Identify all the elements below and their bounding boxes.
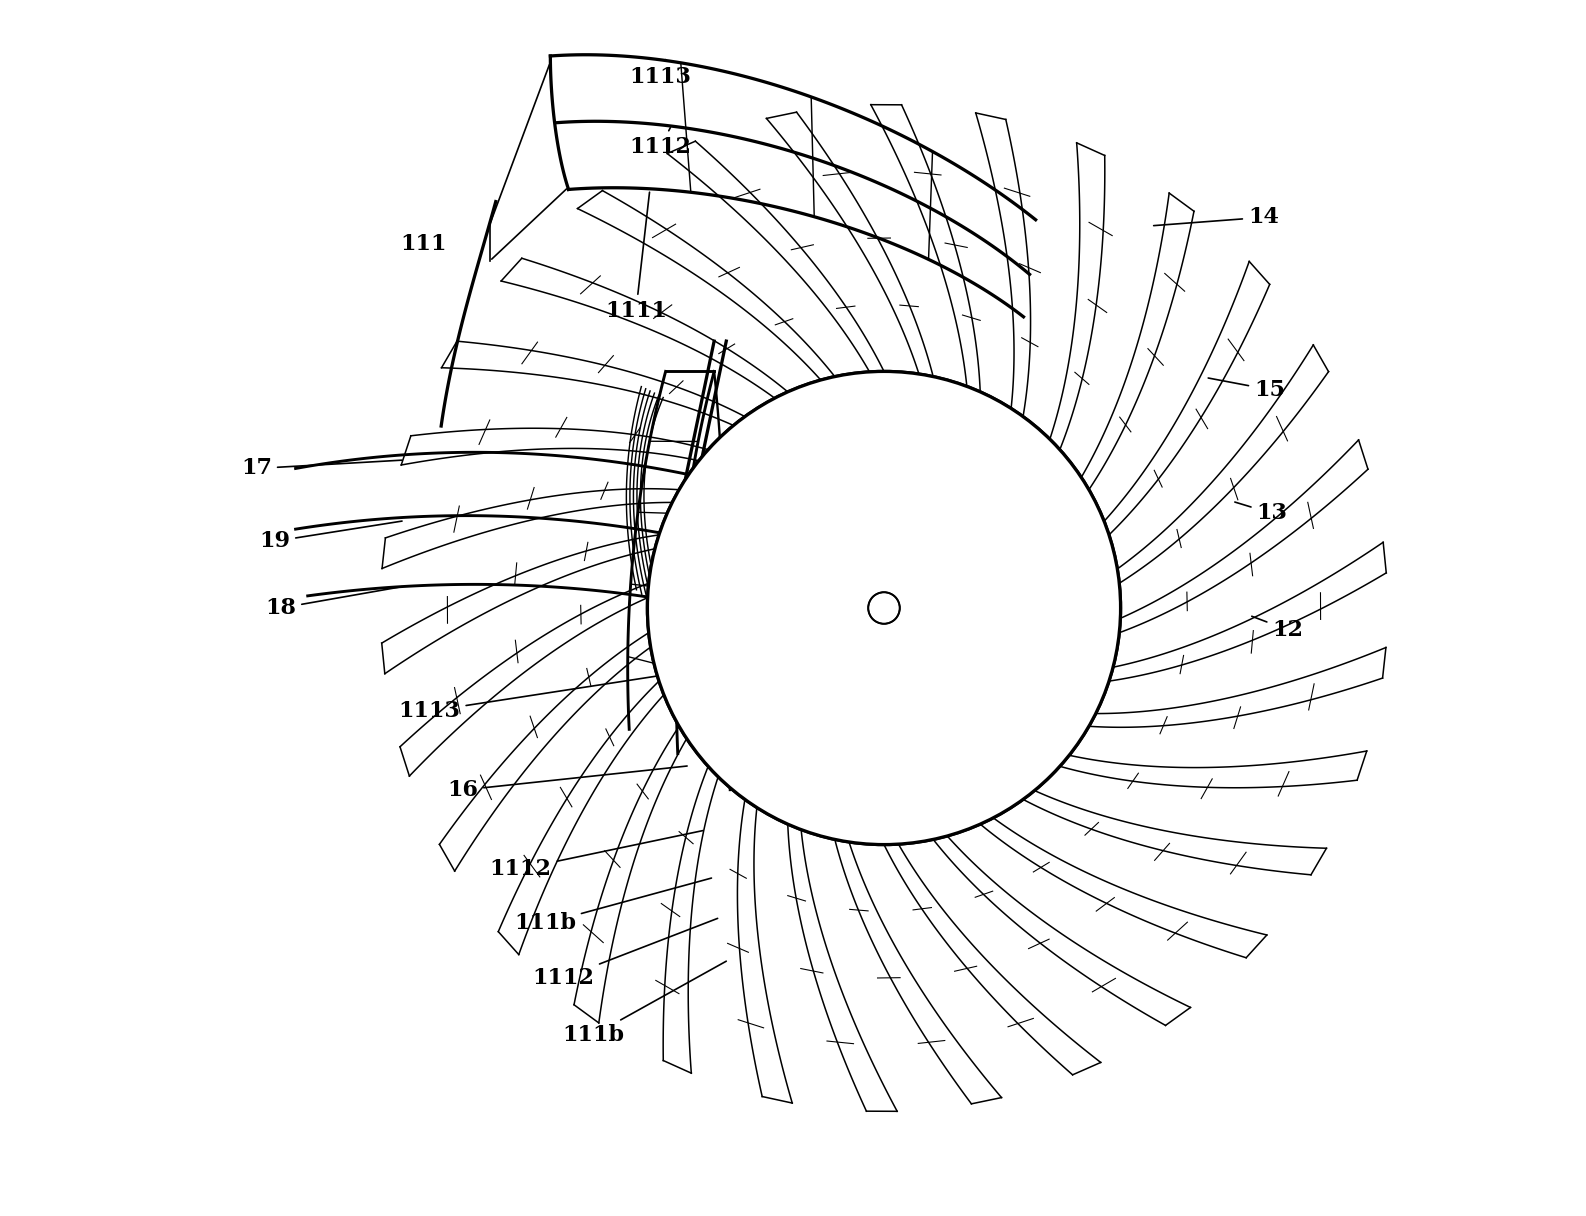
Circle shape <box>647 371 1121 845</box>
Text: 15: 15 <box>1209 378 1285 400</box>
Text: 16: 16 <box>447 766 687 801</box>
Text: 12: 12 <box>1251 617 1304 641</box>
Text: 111: 111 <box>401 233 447 255</box>
Text: 13: 13 <box>1235 502 1288 524</box>
Text: 111b: 111b <box>514 878 712 934</box>
Text: 1112: 1112 <box>630 128 691 158</box>
Text: 18: 18 <box>265 586 401 619</box>
Text: 19: 19 <box>259 522 401 552</box>
Text: 1111: 1111 <box>604 192 668 322</box>
Text: 1112: 1112 <box>490 831 703 880</box>
Text: 1113: 1113 <box>630 60 691 88</box>
Text: 14: 14 <box>1153 207 1278 229</box>
Text: 1112: 1112 <box>533 918 717 989</box>
Text: 111b: 111b <box>563 961 726 1046</box>
Text: 1113: 1113 <box>398 675 663 722</box>
Circle shape <box>647 371 1121 845</box>
Text: 17: 17 <box>241 457 401 479</box>
